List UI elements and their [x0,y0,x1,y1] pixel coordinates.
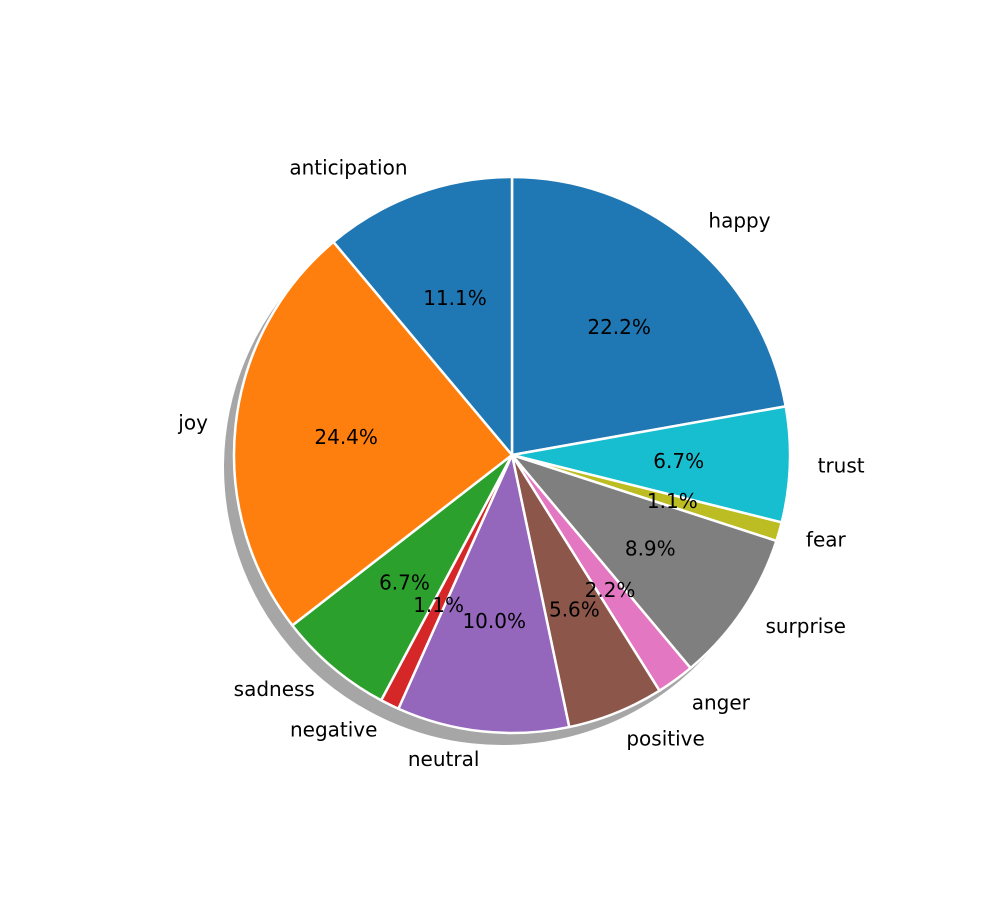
pie-slice-trust [510,405,792,524]
pie-slice-sadness [291,453,514,702]
category-labels: happy trust fear surprise anger positive neutr… [177,156,864,771]
category-label-trust: trust [818,454,865,478]
percent-label-happy: 22.2% [587,315,651,339]
percent-label-anger: 2.2% [585,578,636,602]
pie-slices [232,175,792,735]
category-label-sadness: sadness [234,677,315,701]
percent-label-neutral: 10.0% [462,609,526,633]
percent-label-sadness: 6.7% [379,571,430,595]
pie-slice-anticipation [332,175,514,457]
category-label-negative: negative [290,718,377,742]
category-label-fear: fear [806,527,847,551]
percent-labels: 22.2%6.7%1.1%8.9%2.2%5.6%10.0%1.1%6.7%24… [314,286,704,633]
pie-slice-joy [232,240,514,627]
category-label-positive: positive [626,727,704,751]
percent-label-anticipation: 11.1% [423,286,487,310]
pie-slice-surprise [510,453,778,670]
percent-label-joy: 24.4% [314,425,378,449]
category-label-surprise: surprise [765,614,846,638]
category-label-happy: happy [708,209,770,233]
category-label-anger: anger [692,690,751,714]
percent-label-surprise: 8.9% [625,536,676,560]
category-label-neutral: neutral [408,747,480,771]
category-label-anticipation: anticipation [289,156,407,180]
percent-label-positive: 5.6% [549,598,600,622]
pie-slice-happy [510,175,787,457]
percent-label-trust: 6.7% [653,449,704,473]
percent-label-fear: 1.1% [647,489,698,513]
category-label-joy: joy [177,410,208,434]
pie-slice-neutral [397,453,571,735]
percent-label-negative: 1.1% [413,593,464,617]
